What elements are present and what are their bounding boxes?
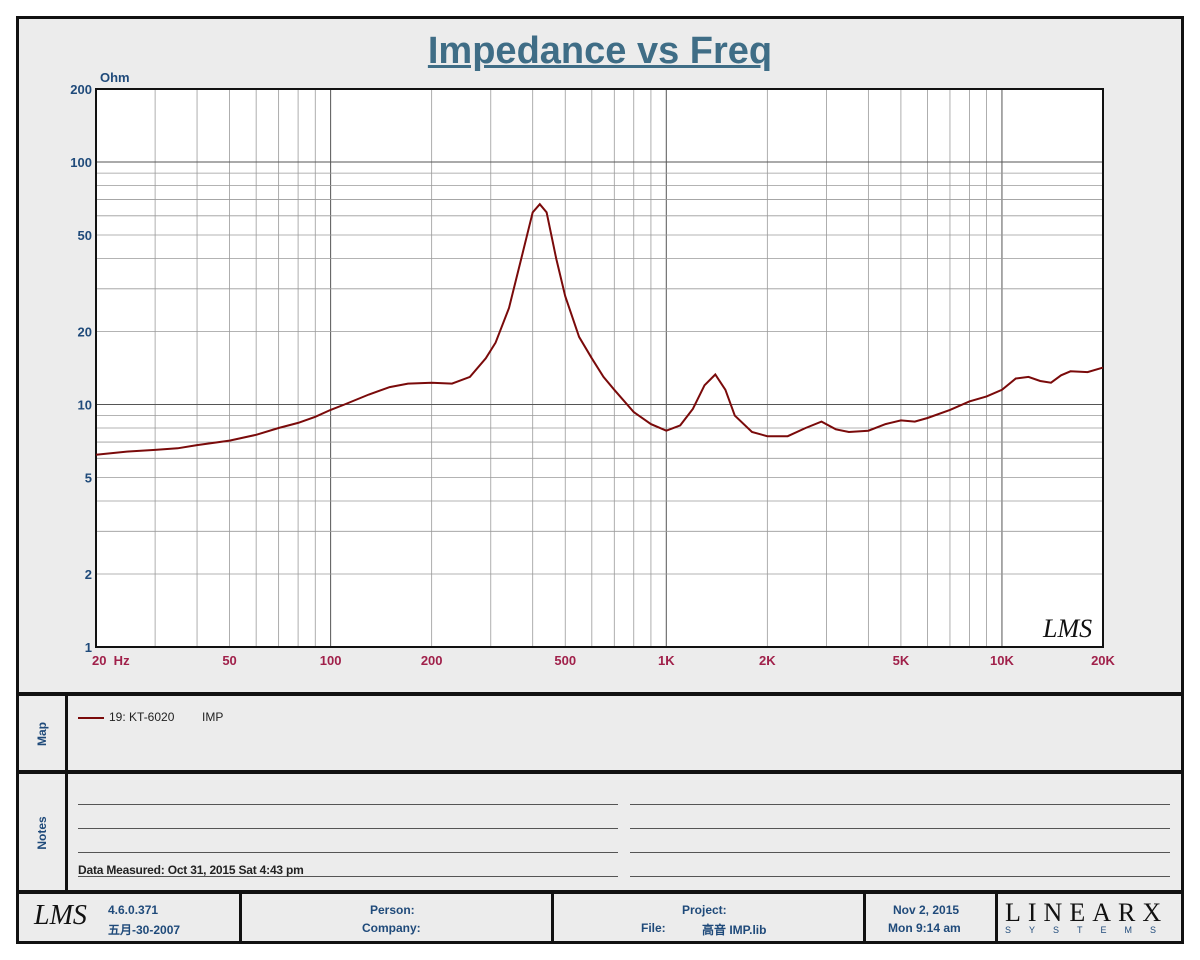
footer-divider — [239, 894, 242, 942]
y-axis-label: Ohm — [100, 70, 130, 85]
y-tick-label: 100 — [70, 155, 92, 170]
file-label: File: — [641, 921, 666, 935]
x-tick-label: 200 — [421, 653, 443, 668]
y-tick-label: 1 — [85, 640, 92, 655]
note-line — [78, 876, 618, 877]
x-tick-label: 2K — [759, 653, 776, 668]
person-label: Person: — [370, 903, 415, 917]
note-line — [78, 804, 618, 805]
print-date: Nov 2, 2015 — [893, 903, 960, 917]
y-tick-label: 5 — [85, 470, 92, 485]
y-tick-labels: 200 100 50 20 10 5 2 1 — [70, 82, 92, 655]
legend-series-name: 19: KT-6020 — [109, 710, 175, 724]
impedance-chart: 200 100 50 20 10 5 2 1 20 Hz 50 100 200 500 1K 2K 5K 10… — [70, 70, 1116, 668]
x-tick-label: 10K — [990, 653, 1014, 668]
y-tick-label: 10 — [78, 397, 92, 412]
y-tick-label: 20 — [78, 325, 92, 340]
note-line — [78, 828, 618, 829]
plot-area — [96, 89, 1103, 647]
version-date-text: 五月-30-2007 — [108, 923, 181, 937]
note-line — [630, 828, 1170, 829]
series-line-kt-6020 — [95, 202, 1104, 456]
x-tick-label: 100 — [320, 653, 342, 668]
lms-logo: LMS — [34, 900, 87, 931]
note-line — [630, 804, 1170, 805]
project-label: Project: — [682, 903, 727, 917]
file-value: 高音 IMP.lib — [702, 923, 767, 937]
x-tick-label: 20K — [1091, 653, 1115, 668]
y-tick-label: 50 — [78, 228, 92, 243]
x-tick-label: 5K — [893, 653, 910, 668]
print-time: Mon 9:14 am — [888, 921, 961, 935]
chart-title: Impedance vs Freq — [427, 30, 773, 72]
y-tick-label: 2 — [85, 567, 92, 582]
note-line — [630, 852, 1170, 853]
x-tick-label: 20 Hz — [92, 653, 130, 668]
x-tick-label: 1K — [658, 653, 675, 668]
footer-divider — [995, 894, 998, 942]
y-tick-label: 200 — [70, 82, 92, 97]
map-notes-divider — [16, 770, 1184, 774]
footer-divider — [551, 894, 554, 942]
notes-section-label: Notes — [35, 816, 49, 850]
x-tick-label: 50 — [222, 653, 236, 668]
data-measured-text: Data Measured: Oct 31, 2015 Sat 4:43 pm — [78, 863, 304, 877]
x-tick-label: 500 — [554, 653, 576, 668]
chart-map-divider — [16, 692, 1184, 696]
note-line — [78, 852, 618, 853]
lms-watermark: LMS — [1042, 614, 1092, 643]
linearx-brand: LINEARX — [1005, 898, 1169, 927]
x-tick-labels: 20 Hz 50 100 200 500 1K 2K 5K 10K 20K — [92, 653, 1116, 668]
linearx-systems-text: SYSTEMS — [1005, 925, 1175, 935]
note-line — [630, 876, 1170, 877]
map-section-label: Map — [35, 722, 49, 746]
company-label: Company: — [362, 921, 421, 935]
notes-footer-divider — [16, 890, 1184, 894]
side-label-divider — [65, 694, 68, 892]
legend-series-type: IMP — [202, 710, 224, 724]
legend-swatch — [78, 717, 104, 719]
version-text: 4.6.0.371 — [108, 903, 159, 917]
footer-divider — [863, 894, 866, 942]
